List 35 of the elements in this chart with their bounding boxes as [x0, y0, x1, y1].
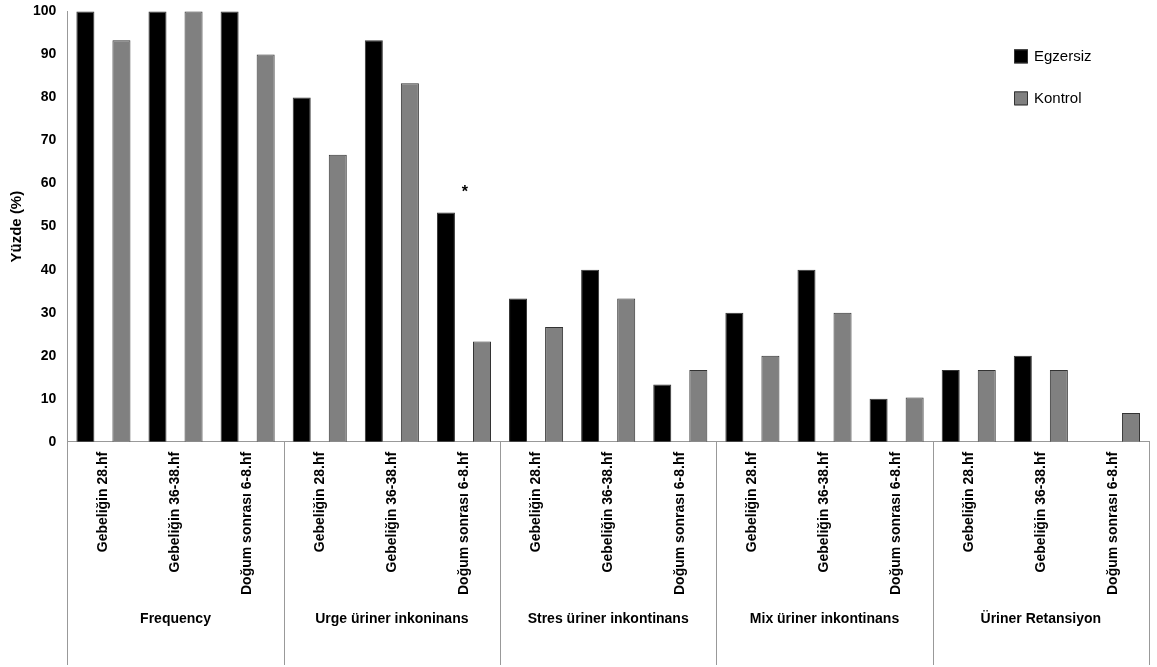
- text: Frequency: [140, 609, 212, 626]
- x-tick-label: Gebeliğin 28.hf: [743, 451, 760, 553]
- text: Stres üriner inkontinans: [527, 609, 689, 626]
- y-tick-label: 0: [48, 432, 57, 449]
- x-tick-label: Gebeliğin 36-38.hf: [1031, 451, 1048, 573]
- x-tick-label: Doğum sonrası 6-8.hf: [671, 451, 688, 596]
- y-tick-label: 60: [40, 174, 57, 191]
- x-tick-label: Gebeliğin 28.hf: [94, 451, 111, 553]
- text: Urge üriner inkoninans: [315, 609, 469, 626]
- x-tick-label: Gebeliğin 28.hf: [310, 451, 327, 553]
- x-tick-label: Gebeliğin 36-38.hf: [382, 451, 399, 573]
- legend-label: Kontrol: [1034, 88, 1082, 106]
- x-tick-label: Gebeliğin 36-38.hf: [166, 451, 183, 573]
- legend-label: Egzersiz: [1034, 46, 1092, 64]
- y-tick-label: 100: [33, 2, 57, 19]
- x-tick-label: Gebeliğin 36-38.hf: [815, 451, 832, 573]
- x-tick-label: Doğum sonrası 6-8.hf: [887, 451, 904, 596]
- y-tick-label: 90: [40, 45, 57, 62]
- y-tick-label: 70: [40, 131, 57, 148]
- y-axis-title: Yüzde (%): [7, 190, 25, 263]
- text: Üriner Retansiyon: [980, 609, 1102, 626]
- y-tick-label: 80: [40, 88, 57, 105]
- y-tick-label: 40: [40, 260, 57, 277]
- text: Mix üriner inkontinans: [749, 609, 900, 626]
- y-tick-label: 10: [40, 389, 57, 406]
- x-tick-label: Doğum sonrası 6-8.hf: [1103, 451, 1120, 596]
- y-tick-label: 30: [40, 303, 57, 320]
- y-tick-label: 50: [40, 217, 57, 234]
- x-tick-label: Doğum sonrası 6-8.hf: [238, 451, 255, 596]
- data-label: *: [461, 182, 469, 200]
- x-tick-label: Gebeliğin 28.hf: [959, 451, 976, 553]
- x-tick-label: Gebeliğin 28.hf: [526, 451, 543, 553]
- y-tick-label: 20: [40, 346, 57, 363]
- x-tick-label: Gebeliğin 36-38.hf: [599, 451, 616, 573]
- x-tick-label: Doğum sonrası 6-8.hf: [454, 451, 471, 596]
